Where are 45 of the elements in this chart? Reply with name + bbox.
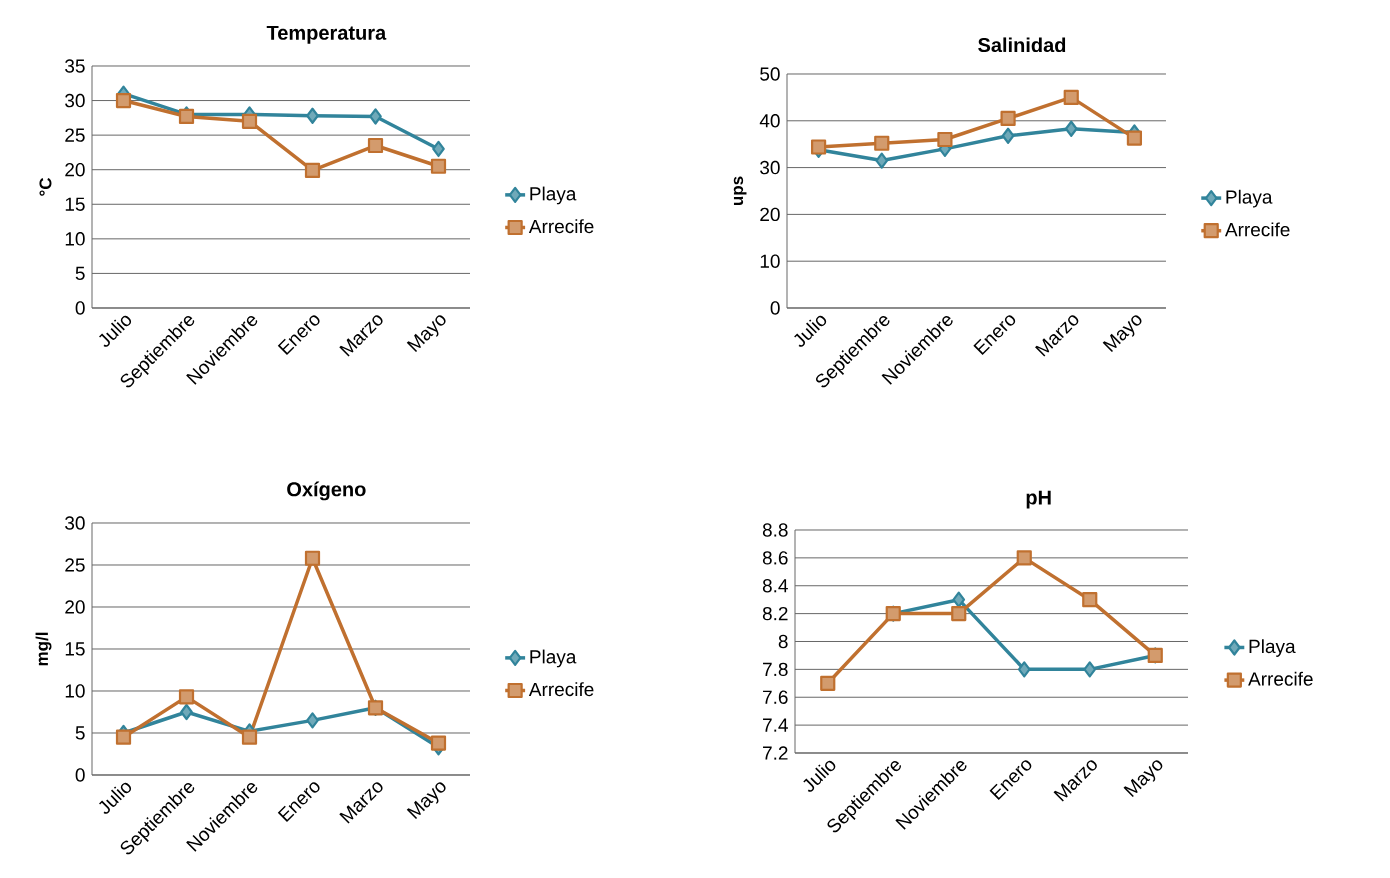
y-axis-title: mg/l [35, 632, 52, 666]
y-axis-title: ups [733, 176, 747, 206]
y-tick-label: 20 [760, 207, 780, 222]
y-tick-label: 0 [75, 768, 85, 782]
legend-label: Arrecife [528, 682, 594, 697]
y-tick-label: 8.8 [762, 523, 788, 537]
y-tick-label: 10 [65, 684, 85, 698]
chart-title: Oxígeno [287, 481, 366, 501]
y-tick-label: 40 [759, 114, 780, 128]
y-tick-label: 7.2 [763, 746, 788, 760]
y-tick-label: 15 [65, 642, 85, 656]
y-tick-label: 10 [760, 254, 780, 268]
y-tick-label: 25 [65, 128, 85, 142]
y-tick-label: 0 [770, 301, 780, 315]
legend-label: Arrecife [1248, 671, 1313, 686]
y-tick-label: 20 [65, 162, 85, 177]
y-tick-label: 35 [65, 59, 85, 73]
y-tick-label: 5 [75, 726, 85, 740]
chart-title: Salinidad [978, 37, 1066, 53]
y-tick-label: 20 [65, 600, 85, 614]
y-tick-label: 8 [778, 634, 788, 649]
legend-label: Playa [1249, 639, 1296, 657]
y-tick-label: 15 [65, 197, 85, 211]
legend-label: Playa [1226, 189, 1273, 208]
y-tick-label: 7.8 [763, 662, 788, 677]
y-axis-title: °C [39, 177, 52, 196]
legend-label: Playa [530, 649, 577, 668]
y-tick-label: 8.2 [762, 606, 788, 621]
y-tick-label: 0 [75, 301, 85, 315]
y-tick-label: 50 [760, 67, 780, 81]
chart-title: Temperatura [266, 25, 387, 44]
y-tick-label: 8.4 [762, 579, 788, 593]
y-tick-label: 7.6 [763, 690, 788, 704]
y-tick-label: 30 [65, 93, 85, 108]
chart-title: pH [1026, 490, 1051, 509]
legend-label: Arrecife [1224, 222, 1290, 237]
legend-label: Playa [530, 186, 577, 205]
y-tick-label: 5 [75, 266, 85, 281]
y-tick-label: 30 [65, 516, 85, 530]
y-tick-label: 8.6 [762, 551, 788, 565]
y-tick-label: 7.4 [763, 718, 788, 732]
y-tick-label: 30 [760, 160, 780, 175]
y-tick-label: 25 [65, 558, 85, 572]
legend-label: Arrecife [528, 219, 594, 234]
y-tick-label: 10 [65, 232, 85, 246]
